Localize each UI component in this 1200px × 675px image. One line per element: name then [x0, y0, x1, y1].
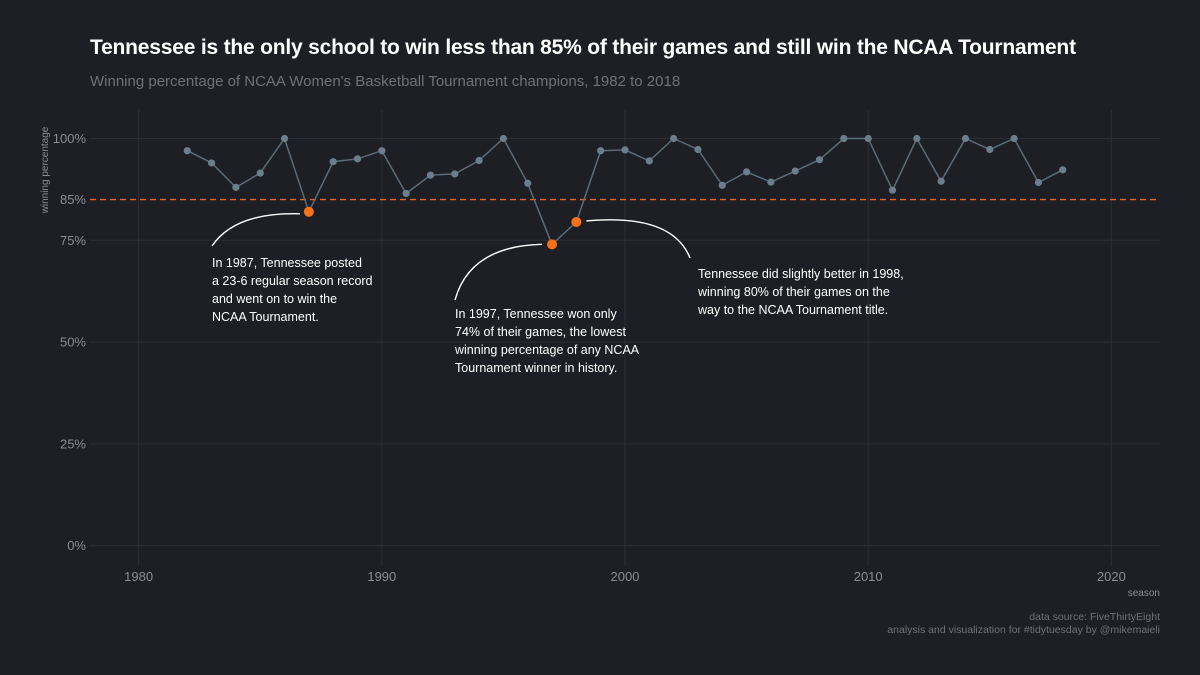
data-point: [353, 155, 362, 163]
y-tick-label: 0%: [67, 538, 86, 553]
caption-source: data source: FiveThirtyEight: [1029, 611, 1160, 623]
annotation-text-line: a 23-6 regular season record: [212, 274, 373, 288]
y-tick-label: 25%: [60, 436, 86, 451]
data-point: [402, 189, 410, 198]
data-point: [280, 134, 289, 143]
data-point: [694, 145, 702, 154]
data-point: [815, 156, 824, 164]
chart-title: Tennessee is the only school to win less…: [90, 36, 1076, 59]
data-point: [524, 179, 532, 187]
x-tick-label: 2020: [1097, 569, 1126, 584]
annotation-arrow: [586, 219, 691, 259]
data-point: [597, 147, 605, 155]
data-point: [256, 169, 264, 177]
annotation-text-line: winning 80% of their games on the: [697, 285, 890, 299]
data-point: [451, 170, 459, 178]
annotation-text-line: NCAA Tournament.: [212, 310, 319, 324]
data-point: [767, 178, 775, 186]
y-tick-label: 100%: [53, 131, 87, 146]
data-point: [670, 134, 678, 143]
data-point: [645, 157, 653, 165]
data-point: [913, 134, 921, 143]
x-tick-label: 1990: [367, 569, 396, 584]
x-tick-label: 2010: [854, 569, 883, 584]
data-point: [232, 183, 240, 191]
data-point: [183, 147, 191, 155]
data-point: [791, 167, 799, 175]
x-tick-label: 2000: [611, 569, 640, 584]
x-tick-label: 1980: [124, 569, 153, 584]
chart-caption: data source: FiveThirtyEight analysis an…: [887, 611, 1160, 637]
y-axis-title: winning percentage: [40, 126, 51, 214]
highlighted-point: [303, 206, 314, 217]
annotation-text-line: way to the NCAA Tournament title.: [697, 303, 888, 317]
data-point: [207, 159, 216, 167]
data-point: [426, 171, 435, 179]
y-tick-label: 50%: [60, 335, 86, 350]
data-point: [718, 181, 726, 189]
annotation-text-line: 74% of their games, the lowest: [455, 325, 626, 339]
annotation-text-line: winning percentage of any NCAA: [454, 343, 640, 357]
y-tick-label: 75%: [60, 233, 86, 248]
data-point: [1059, 166, 1067, 174]
data-point: [329, 158, 337, 166]
data-point: [1034, 178, 1043, 187]
grid-lines: [90, 110, 1160, 566]
data-point: [378, 147, 386, 155]
axis-labels: 1980 1990 2000 2010 20200%25%50%75%85%100%wi…: [40, 126, 1160, 599]
annotations: In 1987, Tennessee posted a 23-6 regular …: [211, 213, 904, 375]
data-point: [986, 145, 994, 154]
highlighted-point: [571, 216, 582, 227]
data-point: [937, 177, 945, 185]
x-axis-title: season: [1128, 588, 1160, 599]
highlighted-point: [547, 239, 558, 250]
series-layer: [183, 134, 1067, 250]
data-point: [742, 168, 751, 176]
data-point: [864, 134, 872, 143]
data-point: [1010, 134, 1018, 143]
y-tick-label: 85%: [60, 192, 86, 207]
annotation-text-line: Tournament winner in history.: [455, 361, 617, 375]
chart-subtitle: Winning percentage of NCAA Women's Baske…: [90, 73, 681, 90]
annotation-text-line: and went on to win the: [212, 292, 337, 306]
annotation-arrow: [454, 243, 543, 301]
annotation-arrow: [211, 213, 300, 247]
annotation-text-line: Tennessee did slightly better in 1998,: [698, 267, 904, 281]
annotation-text-line: In 1987, Tennessee posted: [212, 256, 362, 270]
data-point: [475, 156, 483, 165]
data-point: [888, 186, 897, 194]
data-point: [840, 134, 848, 143]
annotation-text-line: In 1997, Tennessee won only: [455, 307, 617, 321]
data-point: [621, 146, 629, 154]
caption-credit: analysis and visualization for #tidytues…: [887, 624, 1160, 636]
data-point: [499, 134, 508, 143]
data-point: [961, 134, 970, 143]
